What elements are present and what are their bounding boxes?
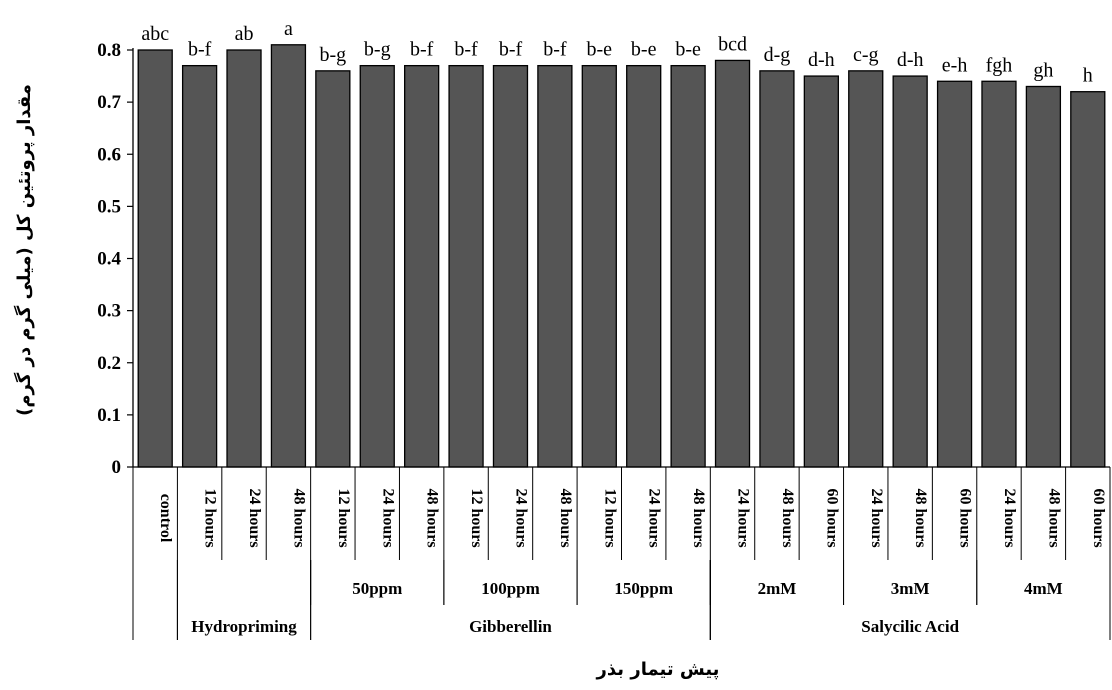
bar bbox=[492, 64, 529, 468]
bars bbox=[137, 44, 1106, 468]
significance-letter: d-h bbox=[808, 49, 835, 71]
bar bbox=[315, 70, 351, 468]
subgroup-label: 3mM bbox=[891, 579, 930, 598]
subgroup-label: 2mM bbox=[758, 579, 797, 598]
bar bbox=[981, 80, 1017, 468]
significance-letter: h bbox=[1083, 65, 1093, 87]
significance-letter: b-f bbox=[410, 39, 434, 61]
significance-letter: b-f bbox=[454, 39, 478, 61]
x-tick-label: 48 hours bbox=[779, 488, 796, 547]
x-tick-label: 12 hours bbox=[335, 488, 352, 547]
significance-letter: b-f bbox=[188, 39, 212, 61]
bar bbox=[759, 70, 795, 468]
x-tick-label: 48 hours bbox=[290, 488, 307, 547]
significance-letter: b-f bbox=[543, 39, 567, 61]
bar bbox=[581, 64, 617, 468]
bar bbox=[181, 64, 218, 468]
significance-letter: d-g bbox=[764, 44, 791, 66]
x-tick-label: 48 hours bbox=[912, 488, 929, 547]
significance-letter: b-e bbox=[675, 39, 701, 61]
x-tick-label: 60 hours bbox=[823, 488, 840, 547]
x-axis: control 12 hours 24 hours 48 hours 12 hours 2… bbox=[132, 466, 1111, 640]
significance-letter: abc bbox=[141, 23, 169, 45]
subgroup-label: 4mM bbox=[1024, 579, 1063, 598]
x-tick-label: 24 hours bbox=[735, 488, 752, 547]
bar bbox=[1025, 85, 1062, 468]
x-tick-label: 48 hours bbox=[557, 488, 574, 547]
y-tick-label: 0.7 bbox=[97, 92, 121, 113]
x-tick-label: 24 hours bbox=[1001, 488, 1018, 547]
group-label: Hydropriming bbox=[191, 617, 297, 636]
x-axis-label: پیش تیمار بذر bbox=[596, 659, 720, 680]
x-tick-label: 24 hours bbox=[512, 488, 529, 547]
bar bbox=[714, 59, 751, 468]
x-tick-label: 12 hours bbox=[468, 488, 485, 547]
x-tick-label: 48 hours bbox=[690, 488, 707, 547]
x-tick-label: 24 hours bbox=[379, 488, 396, 547]
group-label: Gibberellin bbox=[469, 617, 552, 636]
y-tick-label: 0.2 bbox=[97, 353, 121, 374]
y-tick-label: 0.6 bbox=[97, 144, 121, 165]
x-tick-label: 48 hours bbox=[1045, 488, 1062, 547]
bar bbox=[137, 49, 173, 468]
bar bbox=[226, 49, 262, 468]
bar bbox=[848, 70, 884, 468]
bar bbox=[359, 64, 395, 468]
significance-letter: b-e bbox=[631, 39, 657, 61]
y-tick-label: 0.8 bbox=[97, 40, 121, 61]
y-axis: 0 0.1 0.2 0.3 0.4 0.5 0.6 0.7 0.8 bbox=[97, 40, 134, 478]
y-axis-label: مقدار پروتئین کل (میلی گرم در گرم) bbox=[13, 84, 35, 416]
significance-letter: a bbox=[284, 18, 293, 40]
significance-letter: b-g bbox=[320, 44, 347, 66]
bar bbox=[404, 64, 440, 468]
significance-letter: bcd bbox=[718, 33, 747, 55]
y-tick-label: 0 bbox=[112, 457, 122, 478]
bar bbox=[892, 75, 928, 468]
bar bbox=[626, 64, 662, 468]
y-tick-label: 0.3 bbox=[97, 301, 121, 322]
x-tick-label: 60 hours bbox=[957, 488, 974, 547]
bar bbox=[270, 44, 307, 468]
subgroup-label: 100ppm bbox=[481, 579, 540, 598]
x-tick-label: 24 hours bbox=[868, 488, 885, 547]
significance-letter: b-g bbox=[364, 39, 391, 61]
significance-letter: ab bbox=[235, 23, 254, 45]
significance-letter: b-f bbox=[499, 39, 523, 61]
bar bbox=[1070, 91, 1106, 468]
x-tick-label: control bbox=[157, 494, 174, 543]
significance-letter: fgh bbox=[986, 54, 1013, 76]
y-tick-label: 0.5 bbox=[97, 196, 121, 217]
bar bbox=[448, 64, 484, 468]
x-tick-label: 24 hours bbox=[246, 488, 263, 547]
y-tick-label: 0.4 bbox=[97, 249, 121, 270]
significance-letter: e-h bbox=[942, 54, 968, 76]
significance-letter: d-h bbox=[897, 49, 924, 71]
significance-letter: b-e bbox=[587, 39, 613, 61]
bar bbox=[803, 75, 839, 468]
subgroup-label: 150ppm bbox=[614, 579, 673, 598]
bar bbox=[670, 64, 706, 468]
x-tick-label: 24 hours bbox=[646, 488, 663, 547]
group-label: Salycilic Acid bbox=[861, 617, 959, 636]
significance-letter: gh bbox=[1033, 59, 1053, 81]
y-tick-label: 0.1 bbox=[97, 405, 121, 426]
x-tick-label: 48 hours bbox=[424, 488, 441, 547]
subgroup-label: 50ppm bbox=[352, 579, 402, 598]
bar bbox=[537, 64, 573, 468]
significance-letter: c-g bbox=[853, 44, 879, 66]
x-tick-label: 60 hours bbox=[1090, 488, 1107, 547]
x-tick-label: 12 hours bbox=[202, 488, 219, 547]
x-tick-label: 12 hours bbox=[601, 488, 618, 547]
bar bbox=[936, 80, 973, 468]
